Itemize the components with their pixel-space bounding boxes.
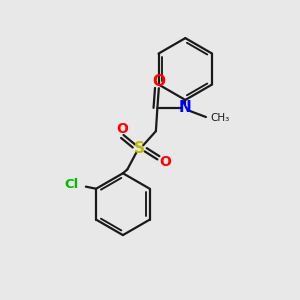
Text: O: O [116,122,128,136]
Text: O: O [152,74,165,89]
Text: Cl: Cl [65,178,79,191]
Text: CH₃: CH₃ [210,113,230,124]
Text: S: S [134,141,145,156]
Text: N: N [179,100,192,115]
Text: O: O [159,155,171,170]
